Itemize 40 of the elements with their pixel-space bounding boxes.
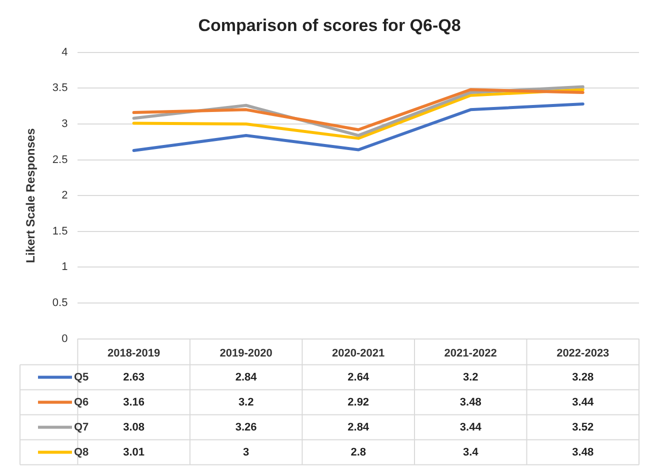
data-label: 2.92 bbox=[348, 396, 370, 408]
data-label: 3.26 bbox=[235, 421, 257, 434]
data-label: 3.2 bbox=[462, 371, 478, 384]
data-label: 2.8 bbox=[350, 446, 366, 458]
data-label: 3.44 bbox=[460, 421, 482, 434]
legend-label: Q6 bbox=[74, 396, 89, 408]
legend-label: Q8 bbox=[74, 446, 89, 458]
y-tick-label: 3.5 bbox=[52, 82, 68, 94]
y-tick-label: 0.5 bbox=[52, 297, 68, 310]
data-label: 3.48 bbox=[460, 396, 482, 408]
x-tick-label: 2019-2020 bbox=[220, 347, 272, 360]
y-tick-label: 4 bbox=[62, 46, 68, 58]
data-label: 3.16 bbox=[123, 396, 145, 408]
legend-label: Q7 bbox=[74, 421, 89, 434]
y-axis-title: Likert Scale Responses bbox=[24, 128, 38, 263]
data-label: 3.28 bbox=[572, 371, 594, 384]
data-label: 3.08 bbox=[123, 421, 145, 434]
data-label: 3.48 bbox=[572, 446, 594, 458]
data-label: 3 bbox=[243, 446, 250, 458]
x-tick-label: 2022-2023 bbox=[556, 347, 610, 360]
y-tick-label: 1.5 bbox=[52, 225, 68, 238]
y-tick-label: 2 bbox=[62, 190, 68, 202]
data-label: 3.01 bbox=[123, 446, 145, 458]
x-tick-label: 2021-2022 bbox=[444, 347, 497, 360]
x-tick-label: 2018-2019 bbox=[108, 347, 160, 360]
data-label: 3.52 bbox=[572, 421, 594, 434]
data-label: 2.64 bbox=[348, 371, 370, 384]
data-label: 3.4 bbox=[462, 446, 480, 458]
data-label: 3.44 bbox=[572, 396, 594, 408]
chart-title: Comparison of scores for Q6-Q8 bbox=[198, 16, 461, 35]
data-label: 2.84 bbox=[235, 371, 258, 384]
y-tick-label: 1 bbox=[62, 261, 68, 274]
x-tick-label: 2020-2021 bbox=[332, 347, 385, 360]
legend-label: Q5 bbox=[74, 371, 89, 384]
y-tick-label: 2.5 bbox=[52, 154, 68, 166]
data-label: 2.84 bbox=[348, 421, 370, 434]
data-label: 3.2 bbox=[238, 396, 254, 408]
y-tick-label: 3 bbox=[62, 118, 68, 130]
data-label: 2.63 bbox=[123, 371, 145, 384]
y-tick-label: 0 bbox=[62, 332, 68, 345]
